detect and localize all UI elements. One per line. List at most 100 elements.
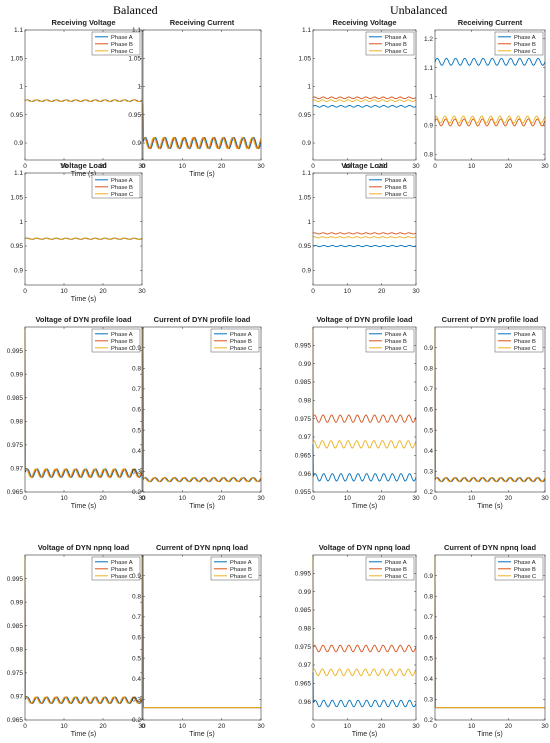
y-tick-label: 0.8 <box>132 593 141 600</box>
y-tick-label: 1.05 <box>128 55 141 62</box>
series-line-phase-c <box>312 99 417 102</box>
chart-unb-rc: Receiving Current 0 10 20 30 0.8 0.9 1 1.1 1.2 Pha… <box>424 18 549 170</box>
legend-box <box>365 31 415 56</box>
balanced-heading: Balanced <box>113 3 158 17</box>
x-tick-label: 20 <box>505 495 513 502</box>
y-tick-label: 0.4 <box>132 676 141 683</box>
series-line-phase-c <box>312 326 417 449</box>
y-tick-label: 0.99 <box>10 599 23 606</box>
y-tick-label: 0.95 <box>298 112 311 119</box>
x-tick-label: 10 <box>179 723 187 730</box>
x-tick-label: 10 <box>468 495 476 502</box>
x-tick-label: 20 <box>218 495 226 502</box>
chart-title: Current of DYN profile load <box>154 315 251 324</box>
y-tick-label: 0.9 <box>424 573 433 580</box>
y-tick-label: 0.975 <box>7 442 24 449</box>
chart-title: Voltage of DYN profile load <box>35 315 132 324</box>
x-tick-label: 20 <box>99 723 107 730</box>
y-tick-label: 1.1 <box>302 170 311 177</box>
y-tick-label: 0.97 <box>298 434 311 441</box>
legend-label: Phase C <box>111 49 133 55</box>
x-tick-label: 30 <box>257 723 265 730</box>
chart-title: Receiving Voltage <box>332 18 396 27</box>
series-line-phase-b <box>312 644 417 653</box>
x-tick-label: 30 <box>541 495 549 502</box>
legend-label: Phase C <box>385 346 407 352</box>
x-tick-label: 20 <box>505 163 513 170</box>
x-tick-label: 0 <box>141 163 145 170</box>
y-tick-label: 0.7 <box>132 614 141 621</box>
y-tick-label: 0.2 <box>132 489 141 496</box>
series-line-phase-c <box>434 554 545 709</box>
chart-unb-vdn: Voltage of DYN npnq load 0 10 20 30 0.96 0.965… <box>295 543 420 738</box>
x-axis-label: Time (s) <box>71 296 96 303</box>
y-tick-label: 0.7 <box>424 614 433 621</box>
chart-title: Voltage of DYN npnq load <box>319 543 411 552</box>
y-tick-label: 1.05 <box>298 55 311 62</box>
legend-box <box>210 328 260 353</box>
y-tick-label: 1 <box>307 219 311 226</box>
legend-box <box>494 556 544 581</box>
x-tick-label: 30 <box>412 163 420 170</box>
legend-label: Phase B <box>230 339 252 345</box>
y-tick-label: 0.9 <box>302 140 311 147</box>
series-line-phase-b <box>434 326 546 483</box>
series-line-phase-a <box>24 554 143 704</box>
legend-box <box>91 556 141 581</box>
x-tick-label: 0 <box>311 163 315 170</box>
axes-box <box>434 29 546 161</box>
x-tick-label: 0 <box>23 495 27 502</box>
series-line-phase-c <box>24 237 143 240</box>
x-tick-label: 20 <box>378 288 386 295</box>
x-axis-label: Time (s) <box>352 731 377 738</box>
y-tick-label: 0.965 <box>295 453 312 460</box>
series-line-phase-a <box>434 326 546 483</box>
x-tick-label: 10 <box>468 163 476 170</box>
series-line-phase-c <box>312 236 417 239</box>
x-tick-label: 0 <box>433 163 437 170</box>
x-axis-label: Time (s) <box>71 171 96 178</box>
y-tick-label: 0.995 <box>295 571 312 578</box>
y-tick-label: 0.97 <box>298 662 311 669</box>
y-tick-label: 0.96 <box>298 699 311 706</box>
y-tick-label: 1.05 <box>10 195 23 202</box>
y-tick-label: 0.8 <box>132 365 141 372</box>
y-tick-label: 0.99 <box>298 361 311 368</box>
chart-title: Receiving Voltage <box>51 18 115 27</box>
y-tick-label: 0.99 <box>10 371 23 378</box>
axes-box <box>312 29 417 161</box>
y-tick-label: 0.9 <box>132 345 141 352</box>
x-axis-label: Time (s) <box>71 503 96 510</box>
x-tick-label: 0 <box>311 495 315 502</box>
chart-unb-cdp: Current of DYN profile load 0 10 20 30 0.2 0.3… <box>424 315 549 510</box>
series-line-phase-b <box>312 232 417 235</box>
legend-label: Phase A <box>385 178 407 184</box>
x-tick-label: 0 <box>141 495 145 502</box>
y-tick-label: 0.6 <box>424 635 433 642</box>
y-tick-label: 0.97 <box>10 694 23 701</box>
y-tick-label: 0.9 <box>424 123 433 130</box>
chart-unb-rv: Receiving Voltage 0 10 20 30 0.9 0.95 1 1.05 1.1 P… <box>298 18 420 170</box>
chart-unb-vdp: Voltage of DYN profile load 0 10 20 30 0.955 0… <box>295 315 420 510</box>
x-tick-label: 30 <box>412 288 420 295</box>
x-tick-label: 10 <box>179 163 187 170</box>
y-tick-label: 1.05 <box>298 195 311 202</box>
chart-title: Voltage Load <box>341 161 388 170</box>
y-tick-label: 0.4 <box>424 448 433 455</box>
legend-label: Phase A <box>230 332 252 338</box>
legend-label: Phase A <box>385 332 407 338</box>
y-tick-label: 1 <box>307 84 311 91</box>
x-axis-label: Time (s) <box>477 503 502 510</box>
y-tick-label: 0.975 <box>295 644 312 651</box>
series-line-phase-a <box>434 57 546 66</box>
y-tick-label: 0.9 <box>302 268 311 275</box>
series-line-phase-c <box>142 103 262 150</box>
y-tick-label: 0.95 <box>10 112 23 119</box>
y-tick-label: 0.95 <box>298 243 311 250</box>
